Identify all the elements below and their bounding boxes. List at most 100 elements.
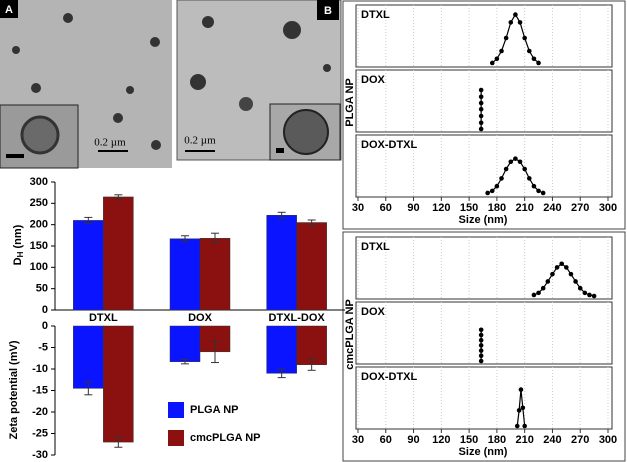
y-label-sub: H (16, 251, 25, 257)
scale-label: 0.2 µm (184, 135, 216, 147)
x-tick-label: 150 (460, 434, 478, 446)
scale-bar (6, 154, 24, 158)
y-tick-label: -10 (32, 363, 48, 375)
data-point (478, 106, 484, 112)
particle (113, 113, 123, 123)
data-point (478, 113, 484, 119)
group-label: cmcPLGA NP (344, 299, 356, 370)
x-tick-label: 180 (488, 202, 506, 214)
data-point (531, 56, 537, 62)
data-point (531, 183, 537, 189)
y-tick-label: 0 (42, 320, 48, 332)
panel-frame (355, 134, 613, 198)
x-tick-label: 150 (460, 202, 478, 214)
data-point (478, 348, 484, 353)
x-tick-label: 180 (488, 434, 506, 446)
panel-frame (355, 366, 613, 430)
x-tick-label: 210 (515, 202, 533, 214)
data-point (478, 337, 484, 343)
x-tick-label: 210 (515, 434, 533, 446)
x-tick-label: 30 (352, 202, 364, 214)
x-tick-label: 90 (407, 202, 419, 214)
data-point (522, 423, 527, 429)
data-point (522, 166, 527, 172)
y-tick-label: 50 (36, 283, 48, 295)
panel-label: DTXL (361, 241, 390, 253)
x-tick-label: 270 (571, 434, 589, 446)
data-point (587, 292, 592, 298)
group-label: PLGA NP (344, 78, 356, 127)
inset-particle (20, 115, 60, 155)
y-tick-label: 200 (30, 219, 48, 231)
data-point (508, 159, 514, 165)
bar (103, 196, 134, 311)
data-point (503, 166, 509, 172)
data-point (540, 285, 546, 291)
data-point (478, 100, 484, 106)
data-point (508, 20, 514, 25)
panel-label: B (324, 5, 332, 17)
y-axis-label: DH (nm) (12, 224, 25, 265)
y-tick-label: 100 (30, 261, 48, 273)
particle (63, 13, 73, 23)
y-tick-label: 150 (30, 240, 48, 252)
x-tick-label: 240 (543, 202, 561, 214)
x-tick-label: 300 (599, 202, 617, 214)
data-point (478, 87, 484, 93)
particle (190, 74, 206, 90)
data-point (540, 190, 546, 196)
data-point (478, 120, 484, 126)
y-tick-label: 0 (42, 304, 48, 316)
data-point (526, 48, 532, 54)
x-tick-label: 120 (432, 434, 450, 446)
data-point (478, 332, 484, 338)
data-point (499, 48, 504, 54)
x-tick-label: 60 (380, 434, 392, 446)
data-point (591, 293, 597, 299)
y-tick-label: 300 (30, 176, 48, 188)
x-tick-label: 120 (432, 202, 450, 214)
y-axis-label: Zeta potential (mV) (8, 340, 20, 439)
group-frame (342, 0, 626, 230)
data-point (554, 265, 560, 270)
x-tick-label: 300 (599, 434, 617, 446)
data-point (499, 176, 504, 181)
micrograph-b: B 0.2 µm (176, 0, 342, 161)
data-point (513, 156, 518, 161)
data-point (545, 279, 551, 284)
particle (283, 21, 301, 39)
legend-swatch (168, 430, 184, 446)
particle (150, 37, 160, 47)
y-tick-label: 250 (30, 197, 48, 209)
panel-label: DTXL (361, 9, 390, 21)
panel-frame (355, 301, 613, 365)
data-point (517, 20, 523, 25)
particle (31, 83, 41, 93)
data-point (518, 387, 524, 392)
label-bg (317, 0, 339, 20)
data-point (536, 290, 541, 296)
particle (12, 46, 20, 54)
data-point (478, 94, 484, 100)
data-point (559, 261, 565, 267)
y-label-unit: (nm) (12, 224, 24, 251)
data-point (536, 60, 541, 66)
bar (296, 325, 327, 365)
panel-label: A (5, 4, 13, 16)
data-point (514, 423, 520, 429)
scale-bar (185, 150, 215, 152)
data-point (494, 183, 500, 189)
panel-label: DOX (361, 74, 386, 86)
x-tick-label: 270 (571, 202, 589, 214)
data-point (489, 60, 495, 66)
data-point (478, 358, 484, 364)
y-tick-label: -25 (32, 427, 48, 439)
bar (169, 325, 201, 362)
data-point (522, 35, 527, 41)
bar (266, 215, 297, 311)
scale-label: 0.2 µm (94, 137, 126, 149)
data-point (478, 126, 484, 132)
data-point (478, 343, 484, 348)
data-point (582, 290, 588, 296)
